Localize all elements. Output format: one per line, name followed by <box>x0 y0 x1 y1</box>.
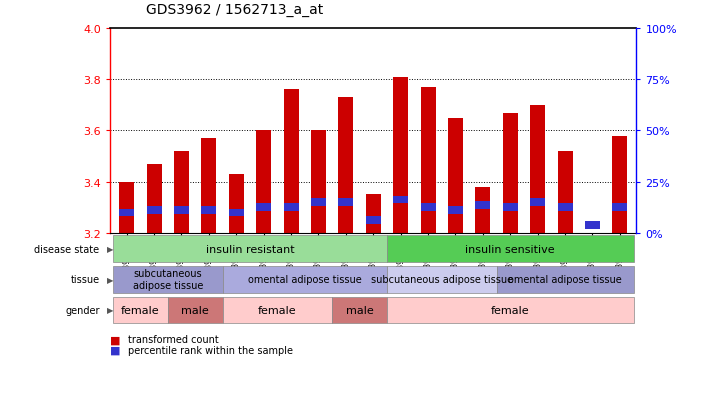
Text: insulin resistant: insulin resistant <box>205 244 294 254</box>
Text: ▶: ▶ <box>107 275 113 284</box>
Text: insulin sensitive: insulin sensitive <box>466 244 555 254</box>
Bar <box>256 131 271 233</box>
Bar <box>113 297 168 323</box>
Bar <box>229 175 244 233</box>
Bar <box>557 204 572 211</box>
Bar <box>168 297 223 323</box>
Bar <box>476 202 491 209</box>
Text: disease state: disease state <box>34 244 100 254</box>
Bar <box>387 236 634 262</box>
Bar <box>612 136 627 233</box>
Bar <box>393 78 408 233</box>
Bar <box>201 139 216 233</box>
Bar <box>503 204 518 211</box>
Bar <box>284 204 299 211</box>
Bar <box>530 106 545 233</box>
Bar <box>311 199 326 206</box>
Text: ▶: ▶ <box>107 306 113 315</box>
Bar <box>174 206 189 214</box>
Text: ■: ■ <box>110 335 121 344</box>
Bar <box>420 88 436 233</box>
Bar <box>420 204 436 211</box>
Text: tissue: tissue <box>70 275 100 285</box>
Bar <box>612 204 627 211</box>
Text: subcutaneous adipose tissue: subcutaneous adipose tissue <box>370 275 513 285</box>
Bar <box>146 164 161 233</box>
Bar <box>119 182 134 233</box>
Text: male: male <box>346 305 373 315</box>
Bar <box>223 266 387 293</box>
Bar <box>284 90 299 233</box>
Bar <box>387 297 634 323</box>
Bar <box>201 206 216 214</box>
Text: omental adipose tissue: omental adipose tissue <box>248 275 362 285</box>
Text: male: male <box>181 305 209 315</box>
Text: omental adipose tissue: omental adipose tissue <box>508 275 622 285</box>
Text: gender: gender <box>65 305 100 315</box>
Bar <box>496 266 634 293</box>
Bar <box>585 222 600 230</box>
Text: subcutaneous
adipose tissue: subcutaneous adipose tissue <box>132 269 203 290</box>
Text: GDS3962 / 1562713_a_at: GDS3962 / 1562713_a_at <box>146 2 323 17</box>
Text: female: female <box>258 305 296 315</box>
Text: percentile rank within the sample: percentile rank within the sample <box>128 345 293 355</box>
Bar <box>476 188 491 233</box>
Text: female: female <box>491 305 530 315</box>
Bar <box>365 195 381 233</box>
Bar <box>338 98 353 233</box>
Text: ■: ■ <box>110 345 121 355</box>
Bar <box>338 199 353 206</box>
Bar <box>448 119 463 233</box>
Bar <box>387 266 496 293</box>
Bar <box>119 209 134 217</box>
Bar <box>332 297 387 323</box>
Bar <box>229 209 244 217</box>
Bar <box>256 204 271 211</box>
Bar <box>530 199 545 206</box>
Bar <box>146 206 161 214</box>
Text: female: female <box>121 305 160 315</box>
Bar <box>113 236 387 262</box>
Bar <box>448 206 463 214</box>
Bar <box>311 131 326 233</box>
Bar <box>503 113 518 233</box>
Bar <box>223 297 332 323</box>
Bar <box>557 152 572 233</box>
Bar <box>174 152 189 233</box>
Bar <box>393 196 408 204</box>
Text: transformed count: transformed count <box>128 335 219 344</box>
Text: ▶: ▶ <box>107 244 113 254</box>
Bar <box>365 217 381 224</box>
Bar <box>113 266 223 293</box>
